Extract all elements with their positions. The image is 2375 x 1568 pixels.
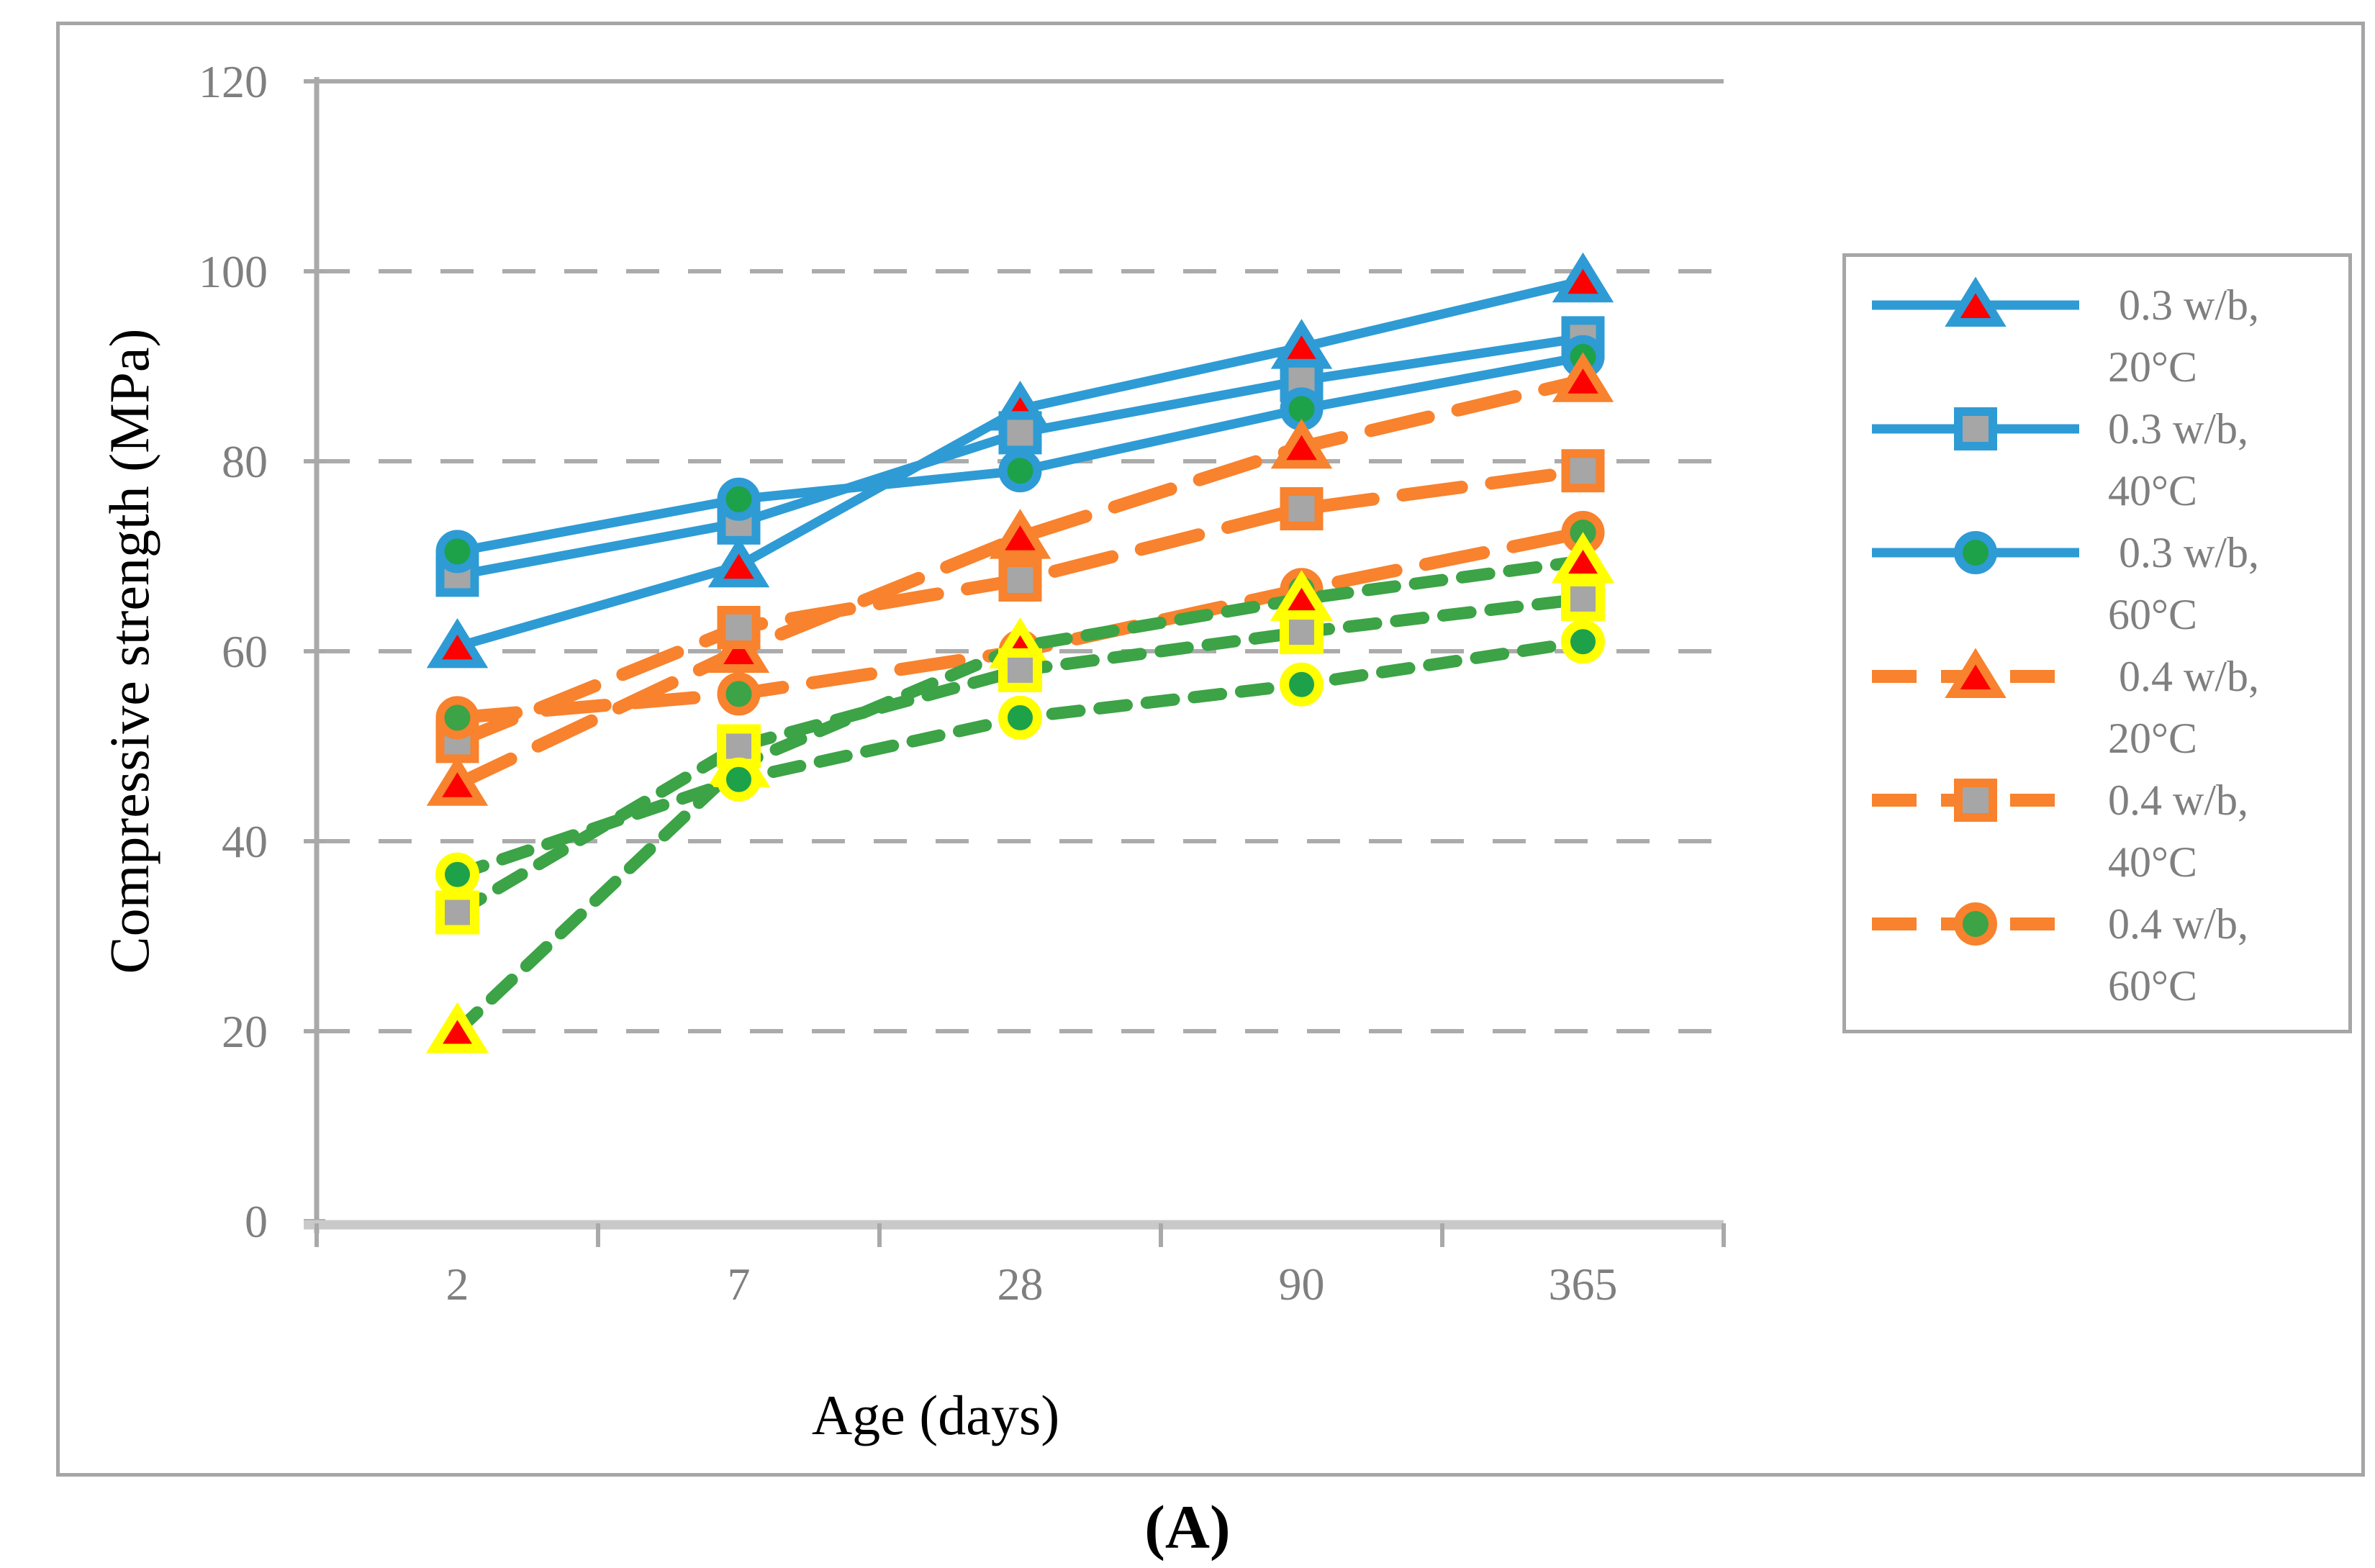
legend-sample-marker-triangle	[1945, 276, 2007, 327]
legend-entry-04wb-60c: 0.4 w/b, 60°C	[1868, 893, 2341, 1017]
legend: 0.3 w/b, 20°C 0.3 w/b, 40°C 0.3 w/b, 60°…	[1842, 253, 2352, 1033]
legend-sample-icon	[1872, 531, 2079, 574]
legend-sample-icon	[1872, 407, 2079, 450]
marker-s-green-sq-age2	[435, 890, 479, 935]
marker-s-04wb-40c-age28	[998, 558, 1042, 602]
marker-s-green-circ-age28	[998, 695, 1042, 740]
y-tick-label-0: 0	[245, 1196, 268, 1247]
legend-sample-marker-square	[1954, 407, 1997, 450]
legend-entry-03wb-60c: 0.3 w/b, 60°C	[1868, 522, 2341, 645]
marker-s-04wb-20c-age28	[989, 509, 1051, 559]
marker-s-03wb-20c-age365	[1552, 252, 1614, 303]
legend-sample-marker-triangle	[1945, 648, 2007, 698]
y-tick-label-80: 80	[222, 436, 268, 487]
marker-s-green-sq-age90	[1280, 610, 1324, 655]
y-axis-title: Compressive strength (MPa)	[98, 328, 160, 974]
marker-s-04wb-40c-age90	[1280, 487, 1324, 530]
y-tick-label-120: 120	[199, 56, 268, 107]
y-tick-label-100: 100	[199, 246, 268, 297]
panel-caption: (A)	[0, 1491, 2375, 1563]
legend-sample-icon	[1872, 902, 2079, 946]
legend-sample-icon	[1872, 648, 2079, 698]
legend-sample-marker-square	[1954, 779, 1997, 822]
panel-caption-text: (A)	[1144, 1492, 1231, 1562]
marker-s-03wb-40c-age28	[998, 411, 1042, 455]
legend-entry-03wb-40c: 0.3 w/b, 40°C	[1868, 398, 2341, 522]
marker-s-04wb-20c-age365	[1552, 352, 1614, 402]
marker-s-green-sq-age365	[1561, 576, 1605, 621]
marker-s-03wb-60c-age2	[435, 530, 479, 574]
x-tick-label-365: 365	[1549, 1259, 1618, 1310]
marker-s-green-circ-age7	[717, 757, 761, 802]
legend-sample-marker-circle	[1954, 531, 1997, 574]
marker-s-green-tri-age2	[425, 1002, 489, 1053]
marker-s-green-circ-age2	[435, 852, 479, 897]
marker-s-03wb-20c-age2	[426, 617, 489, 669]
legend-entry-04wb-20c: 0.4 w/b, 20°C	[1868, 645, 2341, 769]
legend-label: 0.3 w/b, 40°C	[2108, 405, 2248, 515]
legend-entry-04wb-40c: 0.4 w/b, 40°C	[1868, 769, 2341, 893]
x-tick-label-90: 90	[1279, 1259, 1325, 1310]
marker-s-04wb-60c-age7	[717, 672, 761, 716]
y-tick-label-60: 60	[222, 626, 268, 677]
legend-sample-icon	[1872, 779, 2079, 822]
legend-label: 0.3 w/b, 60°C	[2108, 529, 2259, 638]
marker-s-03wb-60c-age7	[717, 477, 761, 521]
x-tick-label-7: 7	[728, 1259, 751, 1310]
marker-s-04wb-60c-age2	[435, 696, 479, 740]
marker-s-04wb-40c-age7	[717, 606, 761, 649]
legend-label: 0.3 w/b, 20°C	[2108, 281, 2259, 391]
marker-s-03wb-60c-age28	[998, 449, 1042, 493]
legend-sample-icon	[1872, 276, 2079, 327]
x-tick-label-28: 28	[998, 1259, 1044, 1310]
marker-s-04wb-20c-age2	[426, 756, 489, 806]
y-tick-label-20: 20	[222, 1006, 268, 1057]
legend-label: 0.4 w/b, 20°C	[2108, 653, 2259, 762]
legend-sample-marker-circle	[1954, 902, 1997, 946]
marker-s-04wb-40c-age365	[1561, 449, 1605, 493]
marker-s-green-sq-age28	[998, 648, 1042, 692]
x-axis-title: Age (days)	[811, 1384, 1060, 1446]
y-tick-label-40: 40	[222, 816, 268, 867]
x-tick-label-2: 2	[446, 1259, 469, 1310]
marker-s-green-circ-age90	[1280, 662, 1324, 707]
marker-s-03wb-20c-age7	[707, 537, 770, 588]
legend-entry-03wb-20c: 0.3 w/b, 20°C	[1868, 274, 2341, 398]
marker-s-04wb-20c-age7	[707, 622, 770, 673]
marker-s-04wb-20c-age90	[1270, 418, 1333, 469]
legend-label: 0.4 w/b, 40°C	[2108, 776, 2248, 886]
legend-label: 0.4 w/b, 60°C	[2108, 900, 2248, 1010]
marker-s-green-circ-age365	[1561, 620, 1605, 664]
